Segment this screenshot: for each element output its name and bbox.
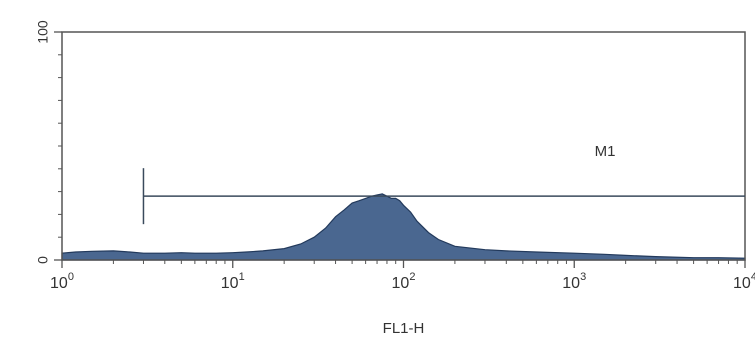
- x-tick-exponent: 2: [409, 271, 415, 283]
- y-tick-label: 100: [35, 20, 51, 44]
- x-tick-exponent: 1: [239, 271, 245, 283]
- x-tick-exponent: 3: [580, 271, 586, 283]
- x-tick-label: 102: [392, 271, 416, 292]
- x-tick-label: 100: [50, 271, 74, 292]
- x-axis-label: FL1-H: [383, 320, 425, 337]
- x-tick-label: 104: [733, 271, 755, 292]
- x-tick-label: 101: [221, 271, 245, 292]
- x-tick-label: 103: [562, 271, 586, 292]
- x-tick-exponent: 0: [68, 271, 74, 283]
- marker-gate-label: M1: [595, 143, 616, 160]
- x-tick-exponent: 4: [751, 271, 755, 283]
- histogram-area: [61, 193, 746, 261]
- y-tick-label: 0: [35, 256, 51, 264]
